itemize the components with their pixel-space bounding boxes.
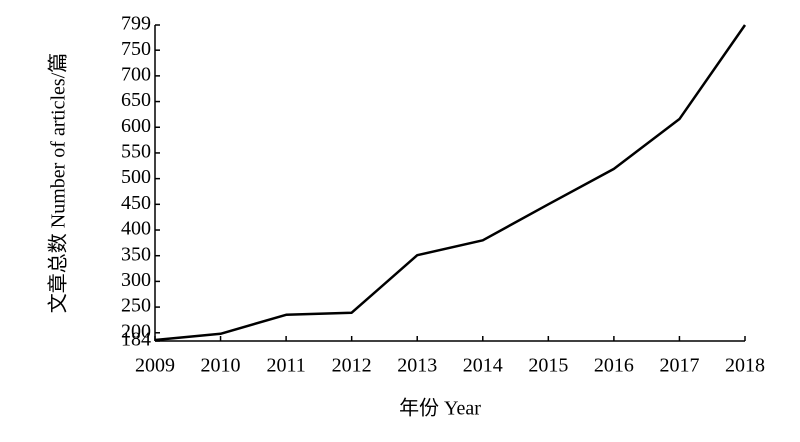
y-tick-label: 200 <box>121 320 151 342</box>
x-tick-label: 2018 <box>725 355 765 377</box>
y-tick-label: 550 <box>121 141 151 163</box>
y-tick-label: 799 <box>121 13 151 35</box>
y-tick-label: 350 <box>121 243 151 265</box>
x-tick-label: 2011 <box>266 355 305 377</box>
y-tick-label: 650 <box>121 89 151 111</box>
y-tick-label: 600 <box>121 115 151 137</box>
x-tick-label: 2014 <box>463 355 503 377</box>
x-tick-label: 2015 <box>528 355 568 377</box>
y-tick-label: 184 <box>121 329 151 351</box>
y-axis-label: 文章总数 Number of articles/篇 <box>47 53 70 314</box>
y-tick-label: 450 <box>121 192 151 214</box>
x-tick-label: 2016 <box>594 355 634 377</box>
x-tick-label: 2017 <box>659 355 699 377</box>
y-tick-label: 250 <box>121 295 151 317</box>
x-axis-label: 年份 Year <box>399 397 481 420</box>
y-tick-label: 300 <box>121 269 151 291</box>
y-tick-label: 500 <box>121 166 151 188</box>
x-tick-label: 2013 <box>397 355 437 377</box>
y-tick-label: 700 <box>121 63 151 85</box>
line <box>154 24 747 342</box>
y-tick-label: 750 <box>121 38 151 60</box>
x-tick-label: 2009 <box>135 355 175 377</box>
x-tick-label: 2012 <box>332 355 372 377</box>
y-tick-label: 400 <box>121 218 151 240</box>
x-tick-label: 2010 <box>201 355 241 377</box>
